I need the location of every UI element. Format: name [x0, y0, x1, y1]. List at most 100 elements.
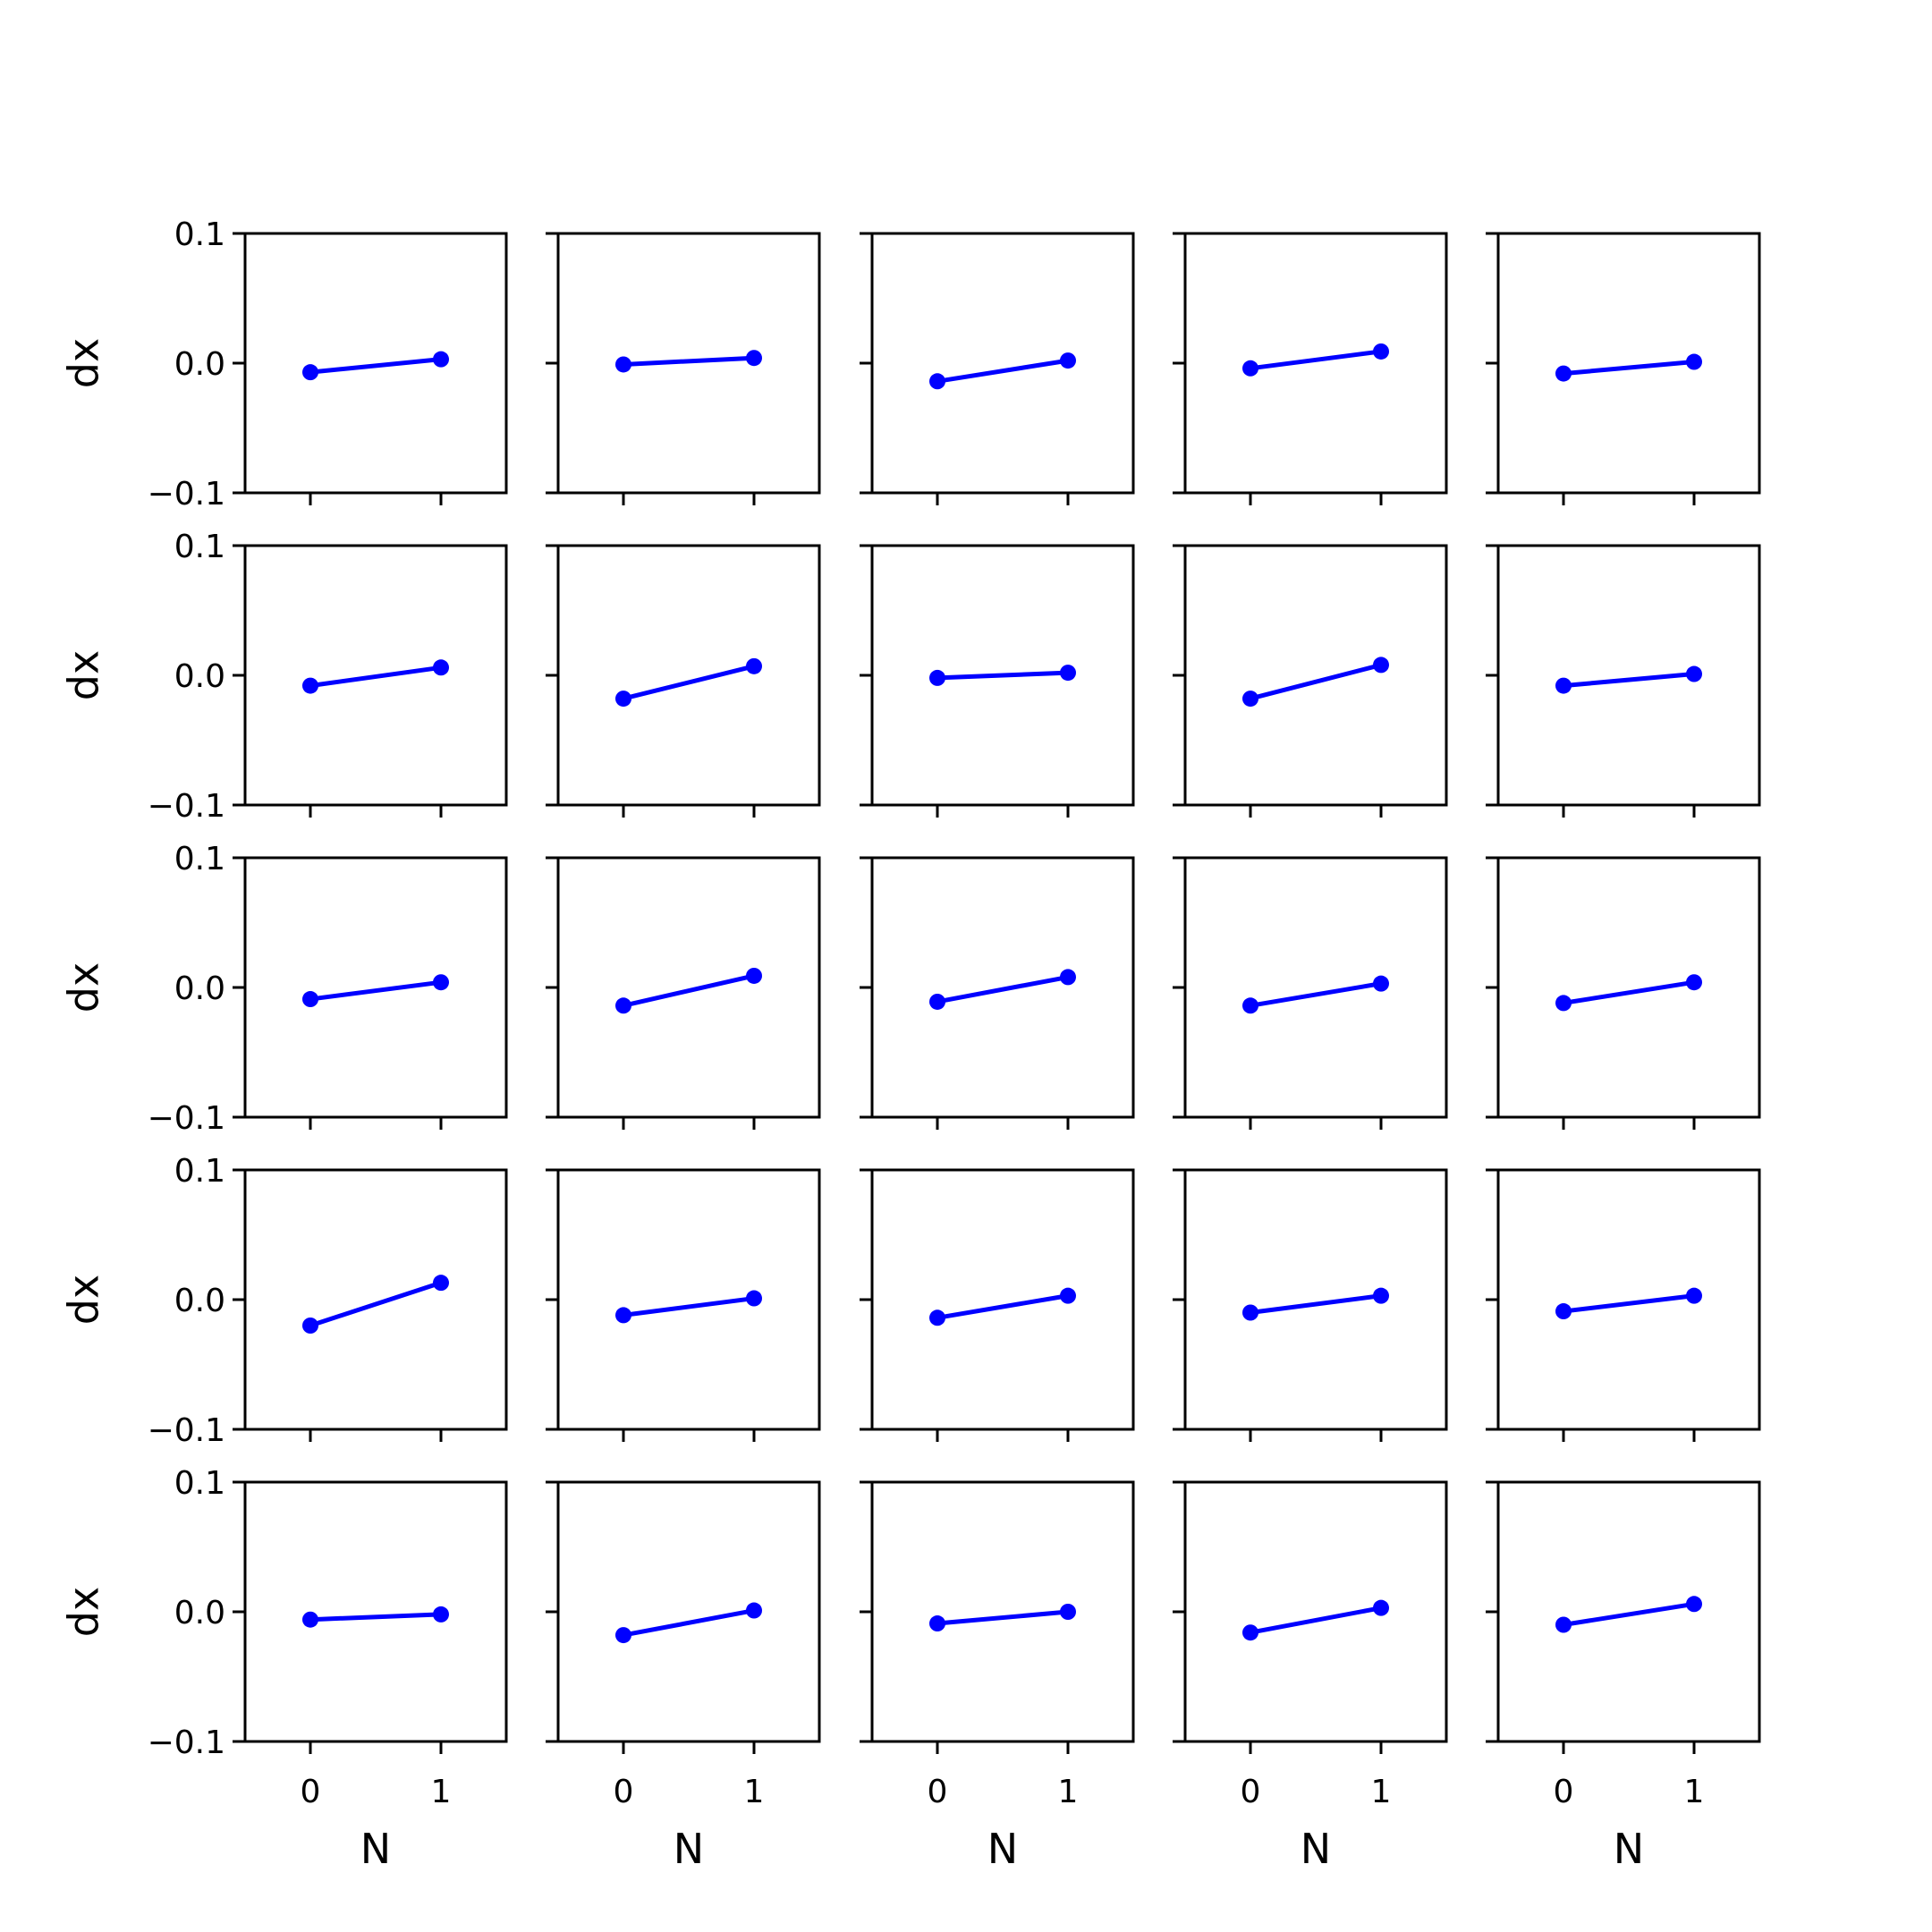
data-point — [1242, 360, 1258, 377]
y-tick-label: 0.0 — [174, 658, 225, 695]
series-line — [1250, 349, 1382, 371]
series-line — [623, 664, 755, 701]
axes-frame — [870, 232, 1135, 495]
data-point — [433, 1606, 449, 1623]
data-point — [302, 991, 318, 1008]
subplot — [1173, 232, 1448, 505]
series-line — [309, 1280, 442, 1328]
subplot: 0 1 N — [1173, 1480, 1448, 1873]
series-line — [936, 1293, 1069, 1320]
data-point — [1686, 1596, 1702, 1613]
data-point — [433, 974, 449, 991]
data-point — [746, 967, 762, 984]
axes-frame — [1496, 544, 1761, 807]
subplot — [1486, 544, 1761, 818]
y-tick-label: −0.1 — [148, 1724, 225, 1761]
data-point — [615, 997, 631, 1014]
data-point — [1373, 975, 1389, 992]
subplot — [860, 232, 1135, 505]
subplot: 0 1 N — [860, 1480, 1135, 1873]
subplot — [546, 856, 821, 1130]
data-point — [746, 350, 762, 367]
subplot: 0.1 0.0 −0.1 dx — [60, 841, 508, 1137]
x-tick-label: 1 — [1058, 1774, 1079, 1810]
y-tick-label: −0.1 — [148, 788, 225, 825]
y-tick-label: 0.1 — [174, 1153, 225, 1190]
y-tick-label: 0.1 — [174, 841, 225, 877]
x-tick-label: 0 — [301, 1774, 321, 1810]
series-line — [1250, 662, 1382, 701]
subplot — [546, 544, 821, 818]
data-point — [1373, 343, 1389, 360]
axes-frame — [870, 1168, 1135, 1431]
series-line — [623, 1296, 755, 1318]
axes-frame — [1496, 856, 1761, 1119]
subplot: 0 1 N — [546, 1480, 821, 1873]
x-tick-label: 1 — [744, 1774, 765, 1810]
data-point — [615, 1627, 631, 1644]
data-point — [1060, 969, 1076, 986]
data-point — [1060, 352, 1076, 369]
data-point — [1060, 665, 1076, 682]
axes-frame — [243, 856, 508, 1119]
data-point — [1060, 1604, 1076, 1620]
series-line — [1563, 979, 1695, 1005]
series-line — [936, 1609, 1069, 1626]
x-tick-label: 0 — [928, 1774, 948, 1810]
subplot — [1486, 856, 1761, 1130]
x-tick-label: 1 — [1684, 1774, 1705, 1810]
data-point — [615, 356, 631, 373]
subplot: 0 1 N — [1486, 1480, 1761, 1873]
data-point — [1686, 353, 1702, 370]
subplot — [546, 232, 821, 505]
data-point — [929, 1309, 945, 1326]
data-point — [1242, 1624, 1258, 1641]
data-point — [302, 1611, 318, 1628]
y-tick-label: 0.0 — [174, 1283, 225, 1319]
data-point — [302, 677, 318, 694]
series-line — [309, 665, 442, 689]
series-line — [309, 357, 442, 375]
axes-frame — [556, 856, 821, 1119]
y-tick-label: 0.1 — [174, 529, 225, 565]
data-point — [1686, 665, 1702, 682]
data-point — [1555, 1616, 1572, 1633]
x-axis-label: N — [360, 1825, 391, 1873]
y-tick-label: 0.1 — [174, 216, 225, 253]
data-point — [302, 1318, 318, 1334]
y-tick-label: 0.0 — [174, 1595, 225, 1631]
y-tick-label: −0.1 — [148, 1100, 225, 1137]
subplot — [546, 1168, 821, 1442]
data-point — [1373, 1599, 1389, 1616]
subplot — [1486, 232, 1761, 505]
series-line — [1563, 360, 1695, 377]
data-point — [1686, 974, 1702, 991]
axes-frame — [1183, 856, 1448, 1119]
data-point — [1242, 1304, 1258, 1321]
axes-frame — [1183, 232, 1448, 495]
data-point — [1373, 657, 1389, 674]
x-tick-label: 1 — [431, 1774, 452, 1810]
x-tick-label: 1 — [1371, 1774, 1392, 1810]
data-point — [929, 1615, 945, 1632]
axes-frame — [556, 544, 821, 807]
subplot — [1173, 544, 1448, 818]
subplot — [1173, 1168, 1448, 1442]
series-line — [936, 670, 1069, 681]
data-point — [929, 373, 945, 390]
data-point — [433, 1275, 449, 1292]
series-line — [1250, 981, 1382, 1008]
data-point — [615, 691, 631, 708]
series-line — [623, 355, 755, 367]
x-axis-label: N — [987, 1825, 1018, 1873]
axes-frame — [243, 1168, 508, 1431]
data-point — [929, 993, 945, 1010]
series-line — [1563, 1293, 1695, 1314]
panels-layer: 0.10.0−0.1dx0.10.0−0.1dx0.10.0−0.1dx0.10… — [60, 216, 1761, 1873]
subplot — [860, 544, 1135, 818]
data-point — [929, 669, 945, 686]
series-line — [1563, 1601, 1695, 1627]
data-point — [1242, 997, 1258, 1014]
subplot — [860, 1168, 1135, 1442]
